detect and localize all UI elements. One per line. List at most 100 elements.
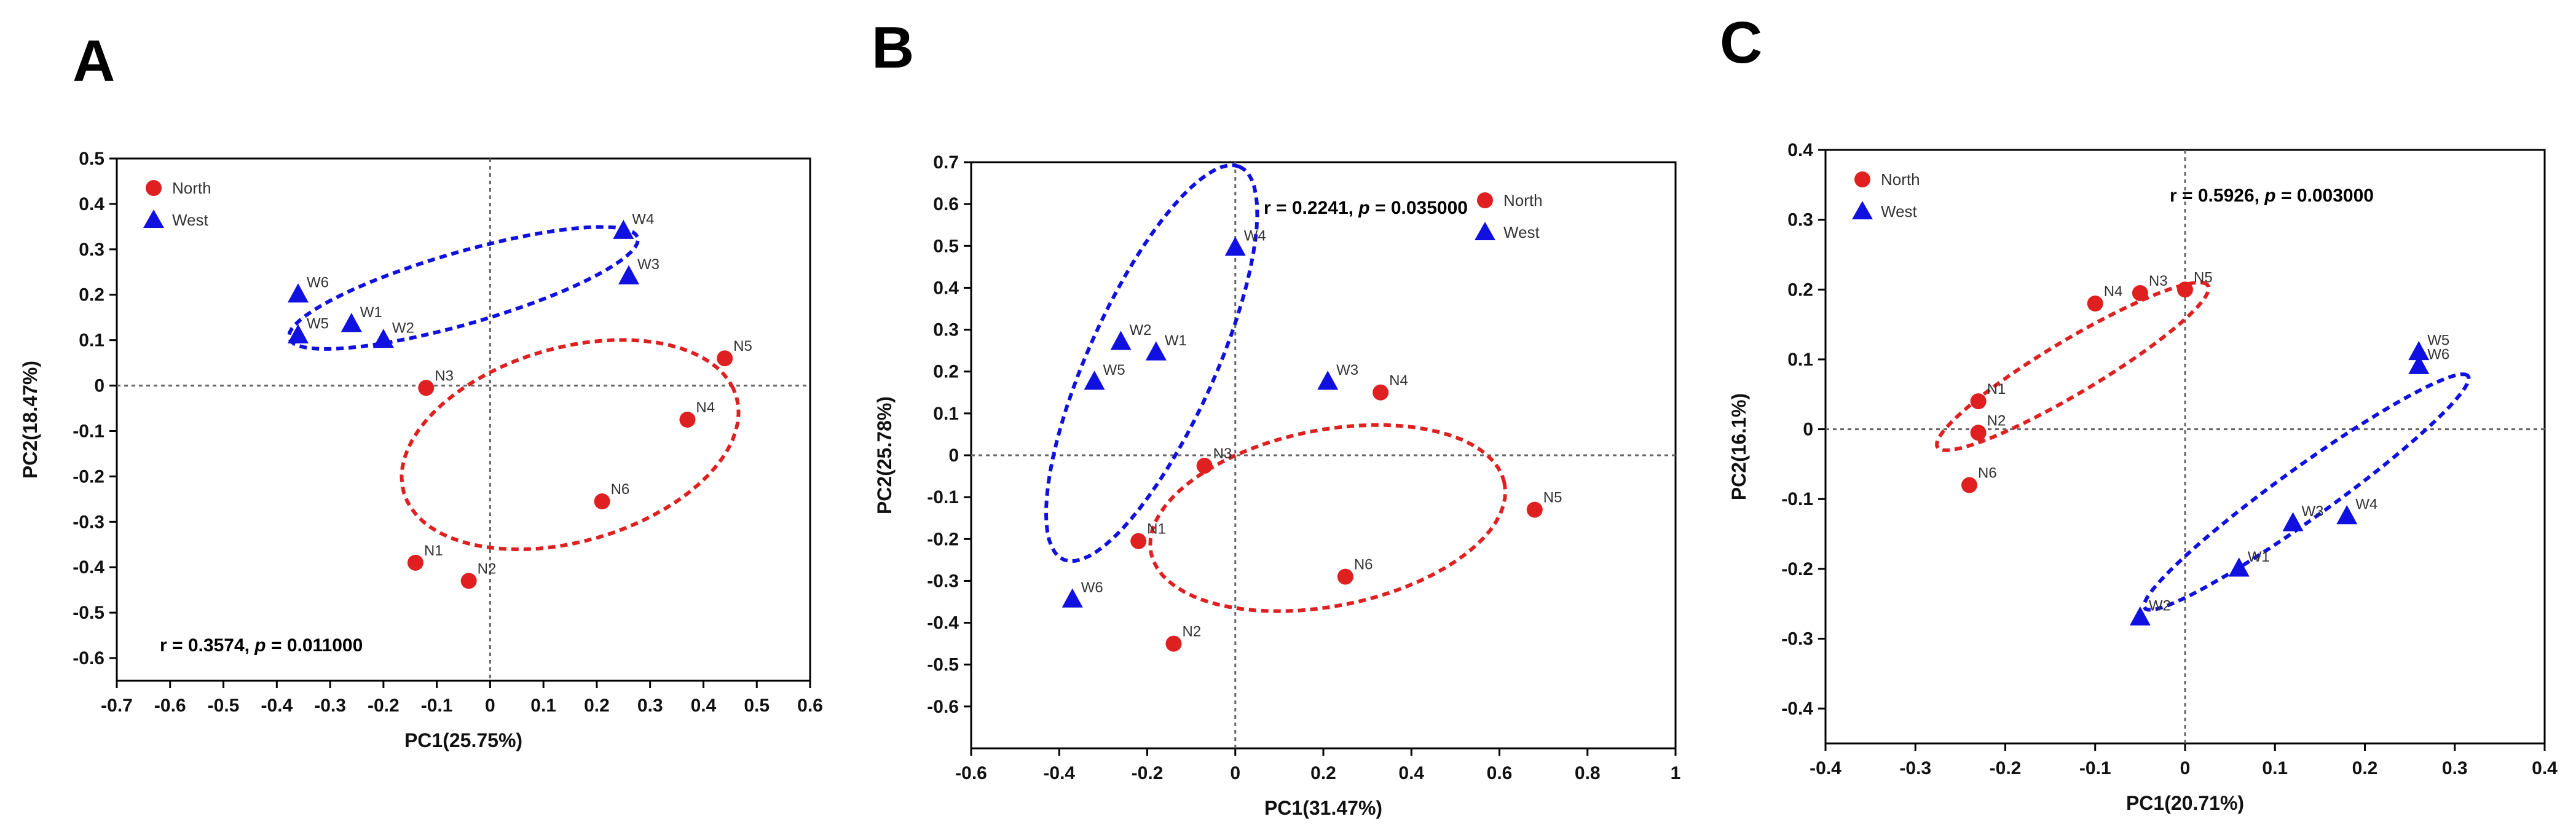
- panel-b-y-tick-label: 0.1: [933, 404, 959, 424]
- panel-c-point-n1: [1970, 393, 1987, 410]
- panel-a-point-label-n2: N2: [478, 560, 497, 577]
- panel-a-point-label-w4: W4: [632, 211, 654, 227]
- panel-c-x-tick-label: 0.3: [2442, 758, 2468, 778]
- panel-b-y-axis-title: PC2(25.78%): [873, 396, 896, 514]
- panel-c-point-w1: [2228, 557, 2250, 577]
- panel-a-x-tick-label: 0.2: [584, 696, 610, 716]
- panel-c-point-label-n6: N6: [1978, 465, 1997, 482]
- panel-b-point-w3: [1317, 370, 1339, 390]
- panel-a-y-tick-label: -0.6: [73, 648, 104, 668]
- panel-a-point-w1: [341, 313, 362, 332]
- panel-b-point-label-w2: W2: [1130, 322, 1152, 339]
- panel-b-x-tick-label: 0.4: [1398, 763, 1424, 783]
- panel-c-y-tick-label: 0.4: [1787, 140, 1813, 160]
- panel-c-point-w2: [2129, 606, 2151, 626]
- panel-a-plot-frame: [116, 157, 811, 682]
- panel-a-point-label-w6: W6: [307, 275, 329, 291]
- panel-c-x-tick-label: -0.1: [2079, 758, 2111, 778]
- panel-c-y-tick-label: 0.3: [1787, 210, 1813, 230]
- panel-a-point-n6: [594, 493, 610, 510]
- panel-c-y-tick-label: 0: [1803, 420, 1813, 440]
- panel-c-y-tick-label: -0.3: [1781, 629, 1813, 649]
- panel-a-correlation-stat: r = 0.3574, p = 0.011000: [160, 635, 363, 656]
- panel-a-point-w6: [288, 283, 309, 303]
- panel-b-point-n2: [1165, 635, 1182, 652]
- panel-b-y-tick-label: -0.6: [927, 697, 959, 717]
- panel-a-x-tick-label: 0.6: [797, 696, 823, 716]
- panel-c-point-w5: [2408, 340, 2430, 361]
- panel-b-point-label-n5: N5: [1543, 490, 1562, 506]
- panel-b-y-tick-label: 0.2: [933, 362, 959, 382]
- panel-c-x-axis-title: PC1(20.71%): [2126, 792, 2244, 814]
- panel-c-x-tick-label: 0.4: [2532, 758, 2558, 778]
- panel-c-point-label-n4: N4: [2104, 283, 2123, 300]
- panel-b-legend-marker-west: [1475, 222, 1495, 240]
- panel-b-point-w1: [1145, 341, 1167, 361]
- panel-a-y-tick-label: -0.2: [73, 466, 104, 487]
- panel-a-point-n2: [460, 573, 477, 589]
- panel-b-point-n6: [1337, 568, 1353, 585]
- panel-a-y-tick-label: -0.4: [73, 557, 104, 578]
- panel-b-x-tick-label: 0.6: [1487, 763, 1513, 783]
- panel-a-x-tick-label: 0.3: [637, 696, 663, 716]
- panel-b-point-label-n1: N1: [1147, 521, 1166, 538]
- panel-b-point-label-w6: W6: [1081, 579, 1103, 596]
- panel-b-y-tick-label: 0: [948, 445, 959, 466]
- panel-a-point-w4: [613, 219, 634, 239]
- panel-c-x-tick-label: -0.4: [1810, 758, 1841, 778]
- panel-b-y-tick-label: -0.4: [927, 613, 959, 633]
- panel-b-point-label-w5: W5: [1103, 362, 1125, 378]
- panel-a-x-tick-label: -0.5: [208, 696, 240, 716]
- panel-c-legend-label-north: North: [1881, 170, 1920, 189]
- panel-c-point-label-n3: N3: [2149, 273, 2168, 289]
- panel-b-point-label-n4: N4: [1389, 372, 1408, 389]
- panel-c-y-tick-label: -0.4: [1781, 699, 1813, 719]
- panel-b-point-n1: [1130, 533, 1147, 549]
- panel-c-point-w6: [2408, 355, 2430, 374]
- panel-a-point-label-n3: N3: [435, 367, 454, 384]
- panel-a-point-label-n4: N4: [696, 399, 715, 416]
- panel-c-point-label-w6: W6: [2427, 346, 2449, 363]
- panel-a-x-tick-label: -0.6: [154, 696, 186, 716]
- panel-b-y-tick-label: 0.4: [933, 278, 959, 298]
- panel-b-legend-label-west: West: [1503, 223, 1540, 241]
- panel-c-correlation-stat: r = 0.5926, p = 0.003000: [2170, 186, 2374, 206]
- panel-a-point-w3: [618, 265, 639, 284]
- panel-b-x-tick-label: 1: [1671, 763, 1681, 783]
- panel-label-c: C: [1720, 10, 1763, 76]
- panel-a-x-tick-label: 0: [485, 696, 495, 716]
- panel-b-legend-marker-north: [1477, 192, 1493, 208]
- panel-c-y-axis-title: PC2(16.1%): [1728, 393, 1750, 500]
- panel-b-x-tick-label: 0.8: [1575, 763, 1601, 783]
- panel-label-b: B: [872, 15, 915, 80]
- panel-c-legend-marker-north: [1854, 171, 1870, 187]
- panel-b-y-tick-label: 0.5: [933, 236, 959, 256]
- panel-a-x-tick-label: -0.7: [101, 696, 133, 716]
- panel-b-point-w4: [1224, 237, 1246, 256]
- panel-b-correlation-stat: r = 0.2241, p = 0.035000: [1264, 198, 1468, 218]
- panel-a-x-tick-label: 0.4: [691, 696, 717, 716]
- panel-a-y-tick-label: 0.3: [79, 240, 104, 260]
- panel-b-x-axis-title: PC1(31.47%): [1264, 797, 1382, 819]
- panel-a-y-tick-label: -0.5: [73, 603, 104, 623]
- panel-c-point-label-w2: W2: [2149, 597, 2171, 614]
- panel-c-legend: North West: [1852, 170, 1920, 221]
- panel-a-point-label-w1: W1: [360, 304, 382, 321]
- panel-c-point-label-n1: N1: [1987, 381, 2006, 398]
- panel-a-ellipse-north: [400, 338, 741, 552]
- panel-b-point-n5: [1526, 501, 1543, 518]
- panel-a-ellipse-west: [287, 225, 640, 351]
- panel-b-ellipse-west: [1044, 163, 1259, 563]
- panel-a-x-tick-label: -0.3: [314, 696, 346, 716]
- panel-c-point-n4: [2087, 296, 2103, 312]
- panel-a-point-w2: [372, 329, 394, 348]
- panel-b-x-tick-label: -0.4: [1043, 763, 1075, 783]
- panel-a-y-tick-label: -0.1: [73, 421, 104, 441]
- panel-b-point-label-n3: N3: [1213, 445, 1232, 462]
- panel-b-x-tick-label: -0.2: [1132, 763, 1164, 783]
- panel-b-point-label-n6: N6: [1354, 557, 1373, 573]
- panel-a-x-tick-label: -0.2: [368, 696, 400, 716]
- panel-a-point-label-w3: W3: [637, 256, 660, 273]
- panel-b-y-tick-label: 0.3: [933, 320, 959, 340]
